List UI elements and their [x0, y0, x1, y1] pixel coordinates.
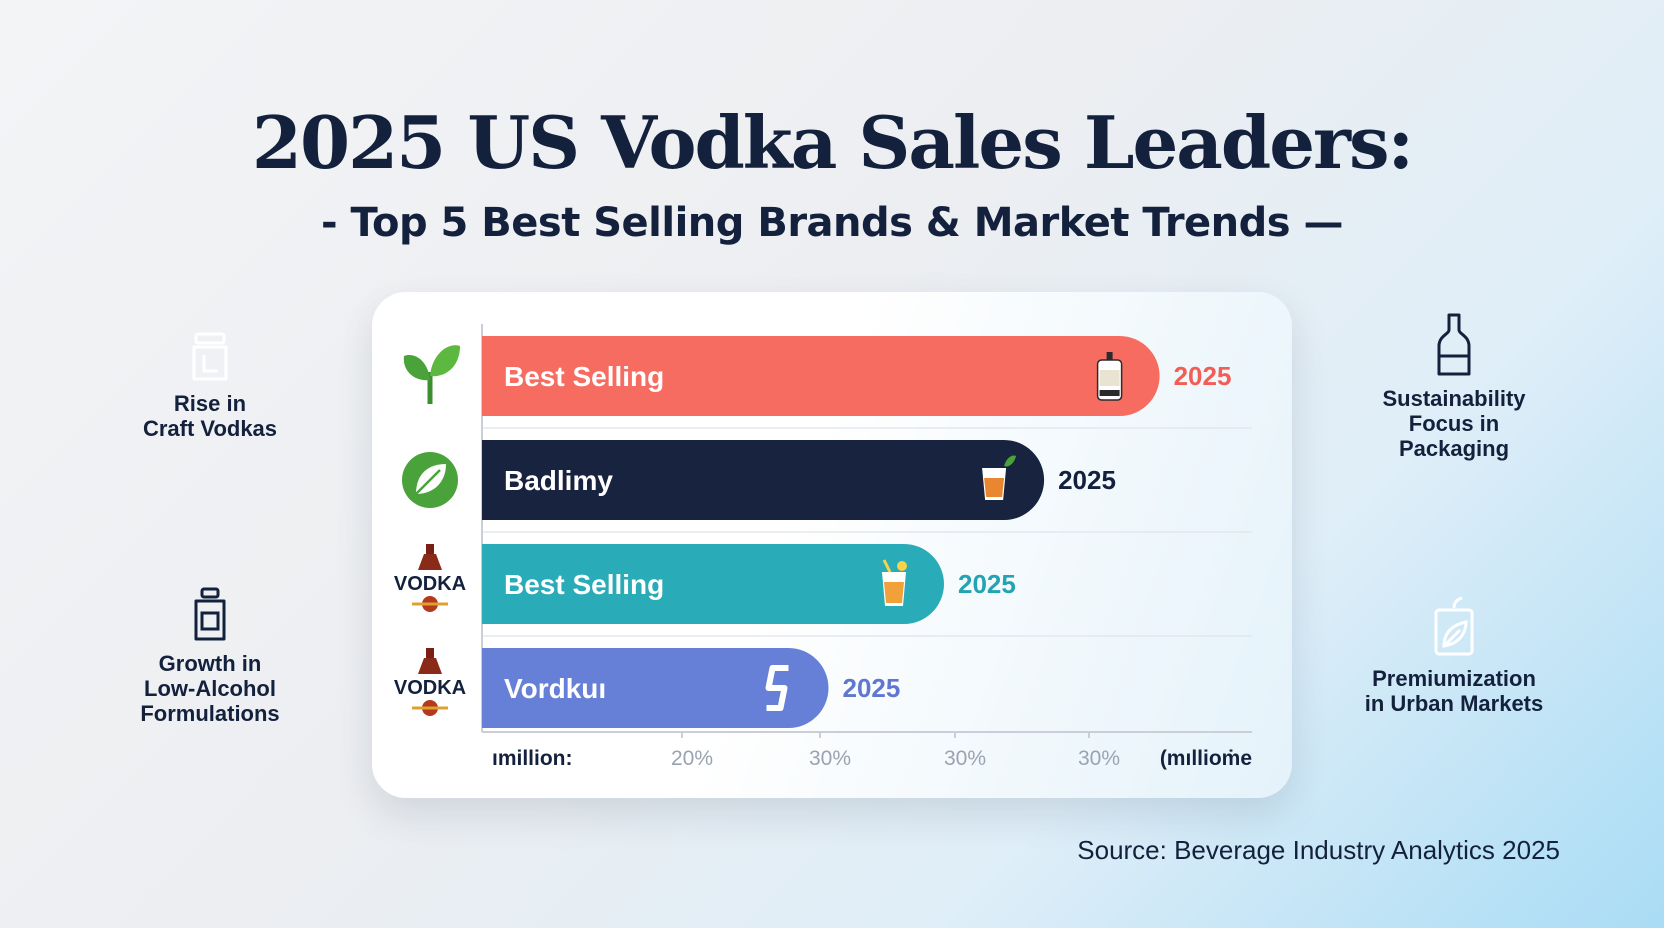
juice-glass-icon: [882, 559, 907, 606]
bar: [482, 544, 944, 624]
x-tick-label: ımillion:: [492, 747, 573, 770]
bar-category-label: Best Selling: [504, 361, 664, 392]
x-tick-label: 30%: [944, 747, 986, 770]
x-tick-label: 30%: [1078, 747, 1120, 770]
vodka-label: VODKA: [394, 677, 466, 699]
x-tick-label: (mıllioṁe: [1160, 747, 1252, 770]
trend-sustainability: Sustainability Focus in Packaging: [1346, 278, 1562, 494]
bottle-icon: [1096, 352, 1123, 401]
cocktail-glass-icon: [982, 455, 1017, 500]
trend-label: Rise in Craft Vodkas: [142, 391, 278, 441]
vodka-bottle-icon: VODKA: [394, 648, 466, 716]
bar-value-label: 2025: [1174, 361, 1232, 391]
bar-category-label: Vordkuı: [504, 673, 606, 704]
trend-label: Sustainability Focus in Packaging: [1382, 385, 1526, 461]
x-tick-label: 30%: [809, 747, 851, 770]
jar-icon: [192, 332, 228, 381]
bar: [482, 336, 1160, 416]
trend-label: Premiumization in Urban Markets: [1364, 666, 1544, 716]
bottle-icon: [1437, 313, 1471, 375]
bar-value-label: 2025: [1058, 465, 1116, 495]
page-subtitle: - Top 5 Best Selling Brands & Market Tre…: [320, 200, 1344, 246]
leaf-bag-icon: [1434, 596, 1474, 656]
vodka-label: VODKA: [394, 573, 466, 595]
page-title: 2025 US Vodka Sales Leaders:: [251, 100, 1414, 185]
s-logo-icon: [765, 665, 789, 711]
vodka-bottle-icon: VODKA: [394, 544, 466, 612]
bar: [482, 440, 1045, 520]
bar-category-label: Badlimy: [504, 465, 613, 496]
source-note: Source: Beverage Industry Analytics 2025: [1077, 835, 1560, 865]
trend-label: Growth in Low-Alcohol Formulations: [140, 650, 280, 726]
bar-category-label: Best Selling: [504, 569, 664, 600]
x-tick-label: 20%: [671, 747, 713, 770]
trend-premiumization: Premiumization in Urban Markets: [1346, 548, 1562, 764]
bar-chart: ımillion: 20% 30% 30% 30% (mıllioṁe Best Selli…: [394, 324, 1252, 770]
bar: [482, 648, 829, 728]
bottle-jar-icon: [194, 587, 226, 640]
bar-value-label: 2025: [843, 673, 901, 703]
bar-value-label: 2025: [958, 569, 1016, 599]
trend-craft-vodkas: Rise in Craft Vodkas: [102, 278, 318, 494]
leaf-icon: [402, 452, 458, 508]
sprout-icon: [403, 345, 460, 404]
trend-low-alcohol: Growth in Low-Alcohol Formulations: [102, 548, 318, 764]
